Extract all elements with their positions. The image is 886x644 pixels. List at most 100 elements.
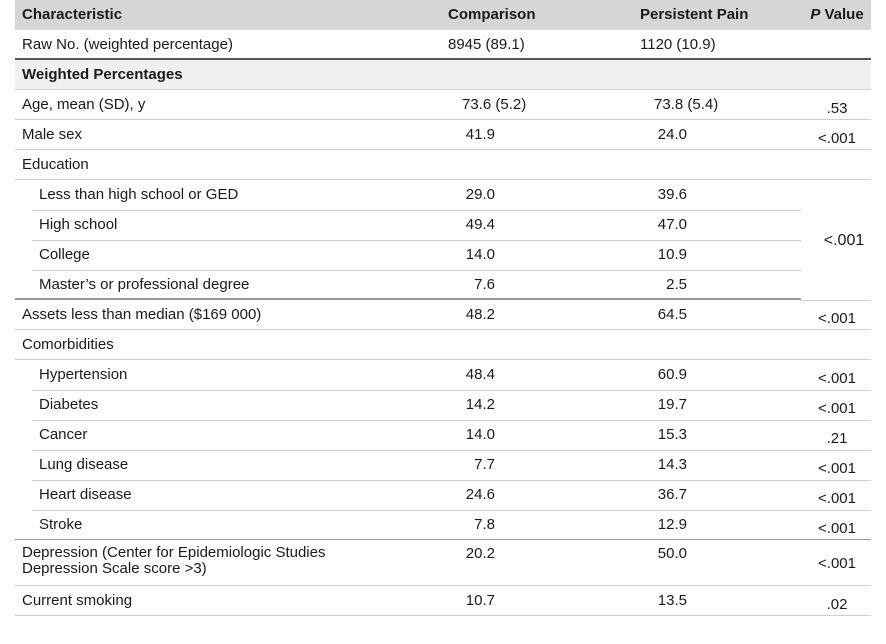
raw-count-row: Raw No. (weighted percentage) 8945 (89.1… xyxy=(15,30,871,60)
header-p-value: P Value xyxy=(810,6,864,23)
row-comparison: 7.8 xyxy=(474,516,495,533)
row-p-value: <.001 xyxy=(823,232,865,249)
row-label: Current smoking xyxy=(22,592,133,609)
row-persistent-pain: 15.3 xyxy=(657,426,687,443)
header-comparison: Comparison xyxy=(448,6,536,23)
row-persistent-pain: 24.0 xyxy=(657,126,687,143)
table-row-comorbidity-item: Heart disease 24.6 36.7 <.001 xyxy=(15,480,871,511)
row-divider xyxy=(32,390,871,391)
row-persistent-pain: 12.9 xyxy=(657,516,687,533)
row-comparison: 48.2 xyxy=(465,306,495,323)
table-row-education: Education xyxy=(15,150,871,180)
header-characteristic: Characteristic xyxy=(22,6,123,23)
row-label: Diabetes xyxy=(39,396,99,413)
row-label: Master’s or professional degree xyxy=(39,276,250,293)
row-p-value: .53 xyxy=(826,100,848,117)
row-persistent-pain: 19.7 xyxy=(657,396,687,413)
raw-label: Raw No. (weighted percentage) xyxy=(22,36,233,53)
row-persistent-pain: 73.8 (5.4) xyxy=(654,96,719,113)
row-divider xyxy=(32,510,871,511)
table-row-male-sex: Male sex 41.9 24.0 <.001 xyxy=(15,120,871,150)
row-comparison: 20.2 xyxy=(465,545,495,562)
table-row-age: Age, mean (SD), y 73.6 (5.2) 73.8 (5.4) … xyxy=(15,90,871,120)
header-p-rest: Value xyxy=(820,6,864,23)
row-divider xyxy=(32,480,871,481)
row-label: Cancer xyxy=(39,426,88,443)
row-divider xyxy=(32,240,801,241)
raw-persistent-pain: 1120 (10.9) xyxy=(640,36,716,53)
row-comparison: 14.0 xyxy=(465,426,495,443)
row-comparison: 14.2 xyxy=(465,396,495,413)
row-label: Male sex xyxy=(22,126,83,143)
table-row-smoking: Current smoking 10.7 13.5 .02 xyxy=(15,586,871,616)
row-p-value: <.001 xyxy=(818,520,856,537)
row-persistent-pain: 64.5 xyxy=(657,306,687,323)
table-row-comorbidity-item: Stroke 7.8 12.9 <.001 xyxy=(15,510,871,540)
row-label: Stroke xyxy=(39,516,83,533)
education-p-value-cell: <.001 xyxy=(801,180,871,301)
row-p-value: .21 xyxy=(826,430,848,447)
row-comparison: 24.6 xyxy=(465,486,495,503)
row-divider xyxy=(32,270,801,271)
row-p-value: <.001 xyxy=(818,130,856,147)
row-label: Assets less than median ($169 000) xyxy=(22,306,262,323)
row-label: High school xyxy=(39,216,118,233)
row-persistent-pain: 10.9 xyxy=(657,246,687,263)
row-comparison: 29.0 xyxy=(465,186,495,203)
table-row-education-item: Less than high school or GED 29.0 39.6 xyxy=(15,180,871,211)
header-persistent-pain: Persistent Pain xyxy=(640,6,749,23)
table-row-comorbidities: Comorbidities xyxy=(15,330,871,360)
education-group: Less than high school or GED 29.0 39.6 H… xyxy=(15,180,871,301)
row-comparison: 41.9 xyxy=(465,126,495,143)
section-label: Weighted Percentages xyxy=(22,66,183,83)
table-row-depression: Depression (Center for Epidemiologic Stu… xyxy=(15,540,871,586)
table-row-education-item: Master’s or professional degree 7.6 2.5 xyxy=(15,270,871,300)
row-p-value: <.001 xyxy=(818,370,856,387)
row-label: Heart disease xyxy=(39,486,132,503)
table-row-comorbidity-item: Hypertension 48.4 60.9 <.001 xyxy=(15,360,871,391)
row-p-value: <.001 xyxy=(818,555,856,572)
row-label: Lung disease xyxy=(39,456,129,473)
row-p-value: <.001 xyxy=(818,460,856,477)
table-row-assets: Assets less than median ($169 000) 48.2 … xyxy=(15,300,871,330)
row-label: Education xyxy=(22,156,89,173)
row-persistent-pain: 14.3 xyxy=(657,456,687,473)
row-label: Depression (Center for Epidemiologic Stu… xyxy=(22,544,326,577)
row-label: Comorbidities xyxy=(22,336,114,353)
row-comparison: 10.7 xyxy=(465,592,495,609)
table-row-education-item: College 14.0 10.9 xyxy=(15,240,871,271)
row-persistent-pain: 2.5 xyxy=(666,276,687,293)
row-label: Less than high school or GED xyxy=(39,186,239,203)
row-persistent-pain: 47.0 xyxy=(657,216,687,233)
header-p-italic: P xyxy=(810,6,821,23)
row-comparison: 14.0 xyxy=(465,246,495,263)
row-persistent-pain: 60.9 xyxy=(657,366,687,383)
row-label: College xyxy=(39,246,90,263)
row-comparison: 73.6 (5.2) xyxy=(462,96,527,113)
row-p-value: <.001 xyxy=(818,400,856,417)
row-persistent-pain: 13.5 xyxy=(657,592,687,609)
row-comparison: 48.4 xyxy=(465,366,495,383)
row-persistent-pain: 36.7 xyxy=(657,486,687,503)
row-p-value: .02 xyxy=(826,596,848,613)
row-p-value: <.001 xyxy=(818,310,856,327)
table-row-comorbidity-item: Cancer 14.0 15.3 .21 xyxy=(15,420,871,451)
section-weighted-percentages: Weighted Percentages xyxy=(15,60,871,90)
row-comparison: 49.4 xyxy=(465,216,495,233)
characteristics-table: Characteristic Comparison Persistent Pai… xyxy=(15,0,871,616)
table-row-education-item: High school 49.4 47.0 xyxy=(15,210,871,241)
row-label: Hypertension xyxy=(39,366,128,383)
row-divider xyxy=(32,420,871,421)
row-persistent-pain: 39.6 xyxy=(657,186,687,203)
row-comparison: 7.7 xyxy=(474,456,495,473)
row-p-value: <.001 xyxy=(818,490,856,507)
row-label: Age, mean (SD), y xyxy=(22,96,146,113)
table-row-comorbidity-item: Lung disease 7.7 14.3 <.001 xyxy=(15,450,871,481)
row-divider xyxy=(32,210,801,211)
table-row-comorbidity-item: Diabetes 14.2 19.7 <.001 xyxy=(15,390,871,421)
row-persistent-pain: 50.0 xyxy=(657,545,687,562)
row-divider xyxy=(32,450,871,451)
raw-comparison: 8945 (89.1) xyxy=(448,36,525,53)
row-comparison: 7.6 xyxy=(474,276,495,293)
table-header-row: Characteristic Comparison Persistent Pai… xyxy=(15,0,871,30)
